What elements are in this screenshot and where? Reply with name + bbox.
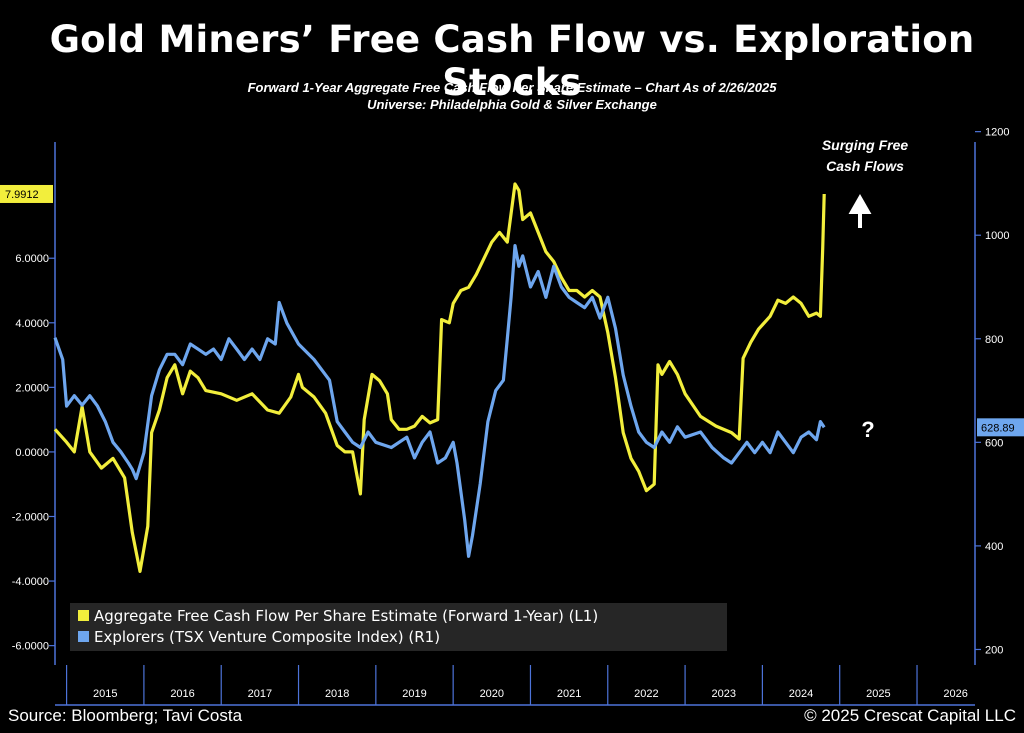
right-tick-label: 600: [985, 437, 1003, 449]
x-tick-label: 2018: [325, 688, 349, 700]
legend-label-fcf: Aggregate Free Cash Flow Per Share Estim…: [94, 607, 598, 625]
right-tick-label: 1000: [985, 230, 1009, 242]
x-tick-label: 2022: [634, 688, 658, 700]
chart-title: Gold Miners’ Free Cash Flow vs. Explorat…: [49, 18, 975, 104]
legend-box: [70, 603, 727, 651]
annotation-surging-line1: Surging Free: [822, 137, 909, 153]
right-last-value-tag: [977, 418, 1024, 437]
explorers-series-line: [53, 244, 826, 558]
x-tick-label: 2020: [480, 688, 504, 700]
left-last-value-label: 7.9912: [5, 189, 39, 201]
left-tick-label: -2.0000: [12, 511, 49, 523]
legend-swatch-explorers: [78, 631, 89, 642]
right-tick-label: 400: [985, 541, 1003, 553]
x-tick-label: 2017: [248, 688, 272, 700]
x-tick-label: 2024: [789, 688, 813, 700]
left-tick-label: -4.0000: [12, 576, 49, 588]
up-arrow-icon: [848, 193, 872, 228]
x-tick-label: 2025: [866, 688, 890, 700]
copyright-note: © 2025 Crescat Capital LLC: [804, 706, 1016, 725]
legend-swatch-fcf: [78, 610, 89, 621]
left-tick-label: 0.0000: [15, 447, 49, 459]
left-tick-label: 6.0000: [15, 253, 49, 265]
left-tick-label: 4.0000: [15, 318, 49, 330]
x-tick-label: 2016: [170, 688, 194, 700]
x-tick-label: 2021: [557, 688, 581, 700]
x-tick-label: 2015: [93, 688, 117, 700]
x-tick-label: 2026: [943, 688, 967, 700]
chart-subtitle: Forward 1-Year Aggregate Free Cash Flow …: [247, 80, 777, 95]
left-tick-label: 2.0000: [15, 382, 49, 394]
right-tick-label: 200: [985, 644, 1003, 656]
right-tick-label: 800: [985, 334, 1003, 346]
annotation-question: ?: [861, 417, 874, 442]
legend-label-explorers: Explorers (TSX Venture Composite Index) …: [94, 628, 440, 646]
right-last-value-label: 628.89: [981, 422, 1015, 434]
source-note: Source: Bloomberg; Tavi Costa: [8, 706, 243, 725]
right-tick-label: 1200: [985, 127, 1009, 139]
x-tick-label: 2023: [711, 688, 735, 700]
fcf-series-line: [53, 182, 826, 573]
left-last-value-tag: [0, 184, 53, 203]
chart-universe-note: Universe: Philadelphia Gold & Silver Exc…: [367, 97, 657, 112]
x-tick-label: 2019: [402, 688, 426, 700]
annotation-surging-line2: Cash Flows: [826, 158, 904, 174]
left-tick-label: -6.0000: [12, 641, 49, 653]
